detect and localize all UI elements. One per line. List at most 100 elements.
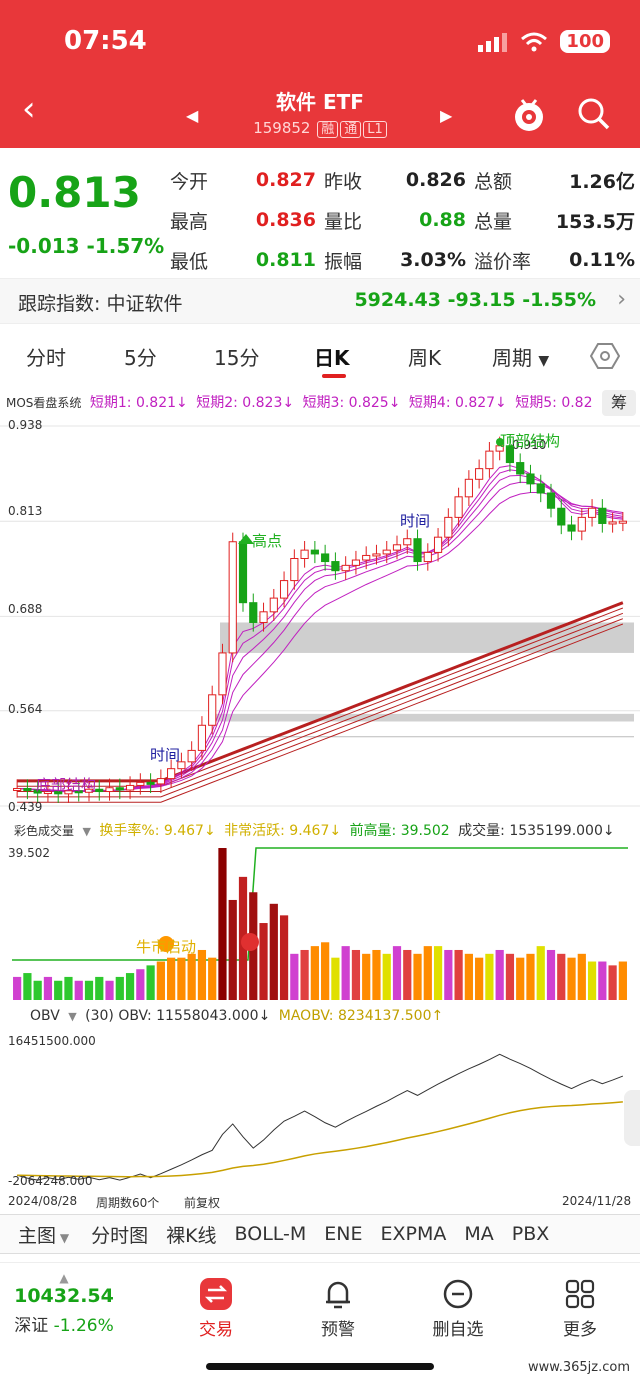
tab-more[interactable]: 更多 bbox=[530, 1277, 630, 1340]
next-stock-icon[interactable]: ▶ bbox=[440, 106, 453, 125]
tab-boll[interactable]: BOLL-M bbox=[234, 1223, 307, 1245]
caret-down-icon: ▼ bbox=[538, 353, 550, 369]
back-icon[interactable]: ‹ bbox=[22, 89, 36, 129]
quote-label: 最低 bbox=[170, 250, 209, 273]
market-index-label: 深证 bbox=[14, 1316, 49, 1336]
x-axis-start: 2024/08/28 bbox=[8, 1194, 78, 1208]
tab-ene[interactable]: ENE bbox=[324, 1223, 363, 1245]
volume-bar bbox=[167, 957, 176, 1000]
quote-value: 0.826 bbox=[405, 169, 466, 191]
volume-bar bbox=[259, 923, 268, 1000]
long-ma-line bbox=[17, 612, 624, 793]
tag-margin: 融 bbox=[317, 121, 339, 138]
volume-bar bbox=[208, 957, 217, 1000]
obv-chart[interactable] bbox=[0, 1032, 640, 1192]
volume-signal-marker bbox=[241, 933, 259, 951]
bottom-tabbar: ▲ 10432.54 深证 -1.26% 交易 预警 删自选 更多 bbox=[0, 1262, 640, 1372]
home-indicator bbox=[206, 1363, 434, 1370]
obv-y-bottom: -2064248.000 bbox=[8, 1174, 93, 1188]
side-scroll-handle[interactable] bbox=[624, 1090, 640, 1146]
peak-price-label: 0.910 bbox=[512, 438, 547, 452]
volume-bar bbox=[485, 953, 494, 1000]
volume-bar bbox=[279, 915, 289, 1000]
tab-trade[interactable]: 交易 bbox=[166, 1277, 266, 1340]
volume-bar bbox=[300, 949, 309, 1000]
candle-body bbox=[423, 551, 432, 563]
tab-alert-label: 预警 bbox=[321, 1320, 355, 1340]
tab-period-dropdown[interactable]: 周期 ▼ bbox=[492, 342, 549, 371]
tab-daily[interactable]: 日K bbox=[314, 346, 350, 370]
tracking-index-bar[interactable]: 跟踪指数: 中证软件 5924.43 -93.15 -1.55% › bbox=[0, 278, 640, 324]
candlestick-chart[interactable] bbox=[0, 416, 640, 820]
volume-chart[interactable] bbox=[0, 842, 640, 1002]
tab-5min[interactable]: 5分 bbox=[124, 346, 157, 370]
candle-body bbox=[464, 478, 473, 498]
volume-bar bbox=[64, 976, 73, 1000]
candle-body bbox=[177, 761, 186, 770]
stock-code-line: 159852 融通 L1 bbox=[0, 118, 640, 138]
volume-y-top: 39.502 bbox=[8, 846, 50, 860]
adjust-mode[interactable]: 前复权 bbox=[184, 1196, 221, 1210]
volume-caret-icon[interactable]: ▼ bbox=[82, 825, 91, 838]
robot-assistant-icon[interactable] bbox=[510, 96, 548, 134]
tab-alert[interactable]: 预警 bbox=[288, 1277, 388, 1340]
maobv-line bbox=[17, 1101, 623, 1178]
candle-body bbox=[433, 536, 443, 553]
volume-bar bbox=[567, 957, 576, 1000]
tab-weekly[interactable]: 周K bbox=[408, 346, 442, 370]
candle-body bbox=[84, 788, 94, 793]
candle-body bbox=[156, 778, 165, 785]
tab-pbx[interactable]: PBX bbox=[511, 1223, 550, 1245]
volume-bar bbox=[392, 946, 402, 1000]
candle-body bbox=[444, 516, 453, 538]
obv-caret-icon[interactable]: ▼ bbox=[68, 1010, 77, 1023]
tab-ma[interactable]: MA bbox=[464, 1223, 494, 1245]
obv-title: OBV bbox=[30, 1008, 60, 1024]
obv-y-top: 16451500.000 bbox=[8, 1034, 96, 1048]
x-axis-end: 2024/11/28 bbox=[562, 1194, 632, 1208]
volume-bar bbox=[74, 980, 83, 1000]
volume-bar bbox=[382, 953, 391, 1000]
quote-label: 今开 bbox=[170, 170, 209, 193]
mos-label: MOS看盘系统 bbox=[6, 396, 82, 410]
candle-body bbox=[33, 789, 42, 794]
volume-bar bbox=[23, 973, 32, 1000]
candle-body bbox=[587, 507, 597, 518]
volume-bar bbox=[187, 953, 196, 1000]
status-icons: 100 bbox=[478, 30, 610, 53]
quote-label: 量比 bbox=[324, 210, 363, 233]
tab-15min[interactable]: 15分 bbox=[214, 346, 260, 370]
volume-bar bbox=[13, 976, 22, 1000]
grid-icon bbox=[565, 1279, 595, 1309]
volume-bar bbox=[495, 949, 504, 1000]
tab-main-chart[interactable]: 主图 ▼ bbox=[18, 1221, 69, 1248]
volume-bar bbox=[423, 946, 432, 1000]
prev-stock-icon[interactable]: ◀ bbox=[186, 106, 199, 125]
tab-remove-watchlist[interactable]: 删自选 bbox=[408, 1277, 508, 1340]
candle-body bbox=[238, 541, 248, 604]
candle-body bbox=[187, 749, 196, 763]
chips-badge[interactable]: 筹 bbox=[602, 390, 636, 416]
y-label-3: 0.688 bbox=[8, 602, 43, 616]
search-icon[interactable] bbox=[576, 96, 612, 132]
change-percent: -1.57% bbox=[86, 234, 165, 258]
prev-high-volume: 前高量: 39.502 bbox=[349, 823, 450, 839]
hexagon-settings-icon[interactable] bbox=[590, 342, 620, 370]
market-index-widget[interactable]: ▲ 10432.54 深证 -1.26% bbox=[14, 1271, 114, 1336]
short3-value: 短期3: 0.825↓ bbox=[302, 395, 401, 411]
candle-body bbox=[577, 516, 586, 532]
main-chart-label: 主图 bbox=[18, 1224, 57, 1247]
tab-intraday-chart[interactable]: 分时图 bbox=[91, 1224, 149, 1247]
candle-body bbox=[362, 554, 371, 561]
tab-intraday[interactable]: 分时 bbox=[26, 346, 66, 370]
battery-indicator: 100 bbox=[560, 30, 610, 53]
volume-bar bbox=[136, 969, 145, 1000]
volume-bar bbox=[546, 949, 556, 1000]
quote-value: 1.26亿 bbox=[569, 170, 635, 193]
volume-bar bbox=[516, 957, 525, 1000]
tag-level: L1 bbox=[363, 121, 387, 138]
tab-expma[interactable]: EXPMA bbox=[380, 1223, 447, 1245]
short5-value: 短期5: 0.82 bbox=[515, 395, 593, 411]
volume-bar bbox=[618, 961, 627, 1000]
tab-naked-k[interactable]: 裸K线 bbox=[166, 1224, 217, 1247]
